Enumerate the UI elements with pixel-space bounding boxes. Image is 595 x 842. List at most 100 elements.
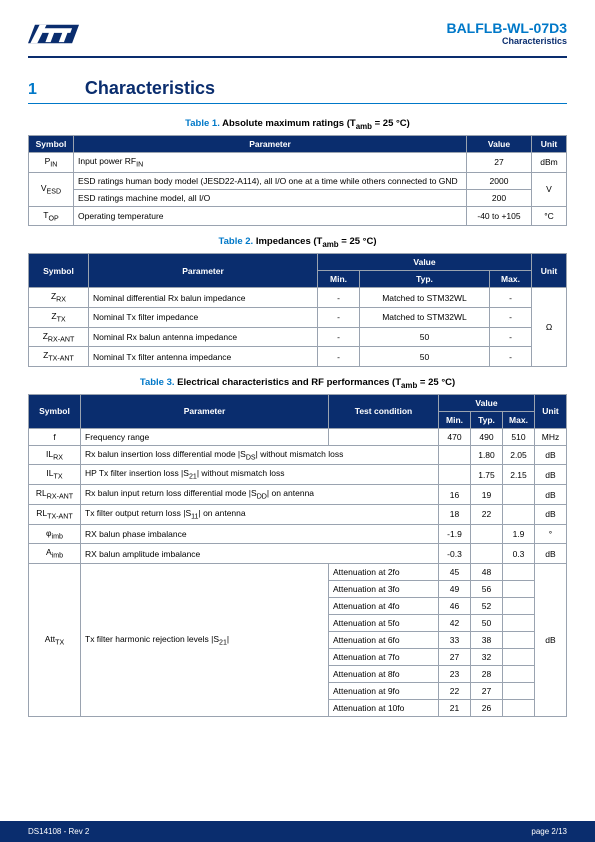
t3-h-unit: Unit — [535, 394, 567, 428]
t3-typ: 52 — [471, 597, 503, 614]
t3-tc: Attenuation at 7fo — [329, 648, 439, 665]
t2-sym: ZRX-ANT — [29, 327, 89, 347]
t1-sym: VESD — [29, 172, 74, 206]
t1-val: 200 — [467, 189, 532, 206]
t3-tc: Attenuation at 5fo — [329, 614, 439, 631]
t3-max: 2.05 — [503, 445, 535, 465]
t3-h-min: Min. — [439, 411, 471, 428]
t3-min: 21 — [439, 699, 471, 716]
t3-sym: ILRX — [29, 445, 81, 465]
t3-unit: dB — [535, 445, 567, 465]
t3-min: 33 — [439, 631, 471, 648]
doc-subtitle: Characteristics — [446, 36, 567, 46]
table2-caption: Table 2. Impedances (Tamb = 25 °C) — [28, 236, 567, 249]
t3-min: 27 — [439, 648, 471, 665]
t2-max: - — [490, 327, 532, 347]
section-heading: 1 Characteristics — [28, 78, 567, 104]
t3-typ: 1.75 — [471, 465, 503, 485]
table2-caption-tail: = 25 °C) — [339, 236, 377, 247]
t3-sym: RLRX-ANT — [29, 485, 81, 505]
t3-tc: Attenuation at 4fo — [329, 597, 439, 614]
t1-val: 2000 — [467, 172, 532, 189]
table2-caption-sub: amb — [322, 240, 338, 249]
t1-h-unit: Unit — [532, 135, 567, 152]
t2-h-max: Max. — [490, 271, 532, 288]
table1-caption-text: Absolute maximum ratings (T — [222, 118, 356, 129]
t3-max — [503, 648, 535, 665]
table-row: ZRX-ANT Nominal Rx balun antenna impedan… — [29, 327, 567, 347]
t3-typ: 32 — [471, 648, 503, 665]
t2-min: - — [318, 327, 360, 347]
table1-caption-sub: amb — [356, 122, 372, 131]
table-row: ZTX-ANT Nominal Tx filter antenna impeda… — [29, 347, 567, 367]
t3-param: HP Tx filter insertion loss |S21| withou… — [81, 465, 439, 485]
t3-unit: dB — [535, 504, 567, 524]
t1-sym: PIN — [29, 152, 74, 172]
t3-min — [439, 445, 471, 465]
t3-param: Frequency range — [81, 428, 329, 445]
t3-max: 1.9 — [503, 524, 535, 544]
t3-typ: 38 — [471, 631, 503, 648]
t3-unit: MHz — [535, 428, 567, 445]
t3-sym: Aimb — [29, 544, 81, 564]
t3-typ: 27 — [471, 682, 503, 699]
t3-typ: 50 — [471, 614, 503, 631]
t2-h-typ: Typ. — [360, 271, 490, 288]
t3-max — [503, 597, 535, 614]
t1-param: Operating temperature — [74, 206, 467, 226]
t3-min: 18 — [439, 504, 471, 524]
t3-param: Tx filter harmonic rejection levels |S21… — [81, 563, 329, 716]
t3-min: 42 — [439, 614, 471, 631]
t3-tc: Attenuation at 3fo — [329, 580, 439, 597]
t2-param: Nominal Tx filter antenna impedance — [89, 347, 318, 367]
table1-ref: Table 1. — [185, 118, 220, 129]
section-title: Characteristics — [85, 78, 215, 99]
table-row: fFrequency range470490510MHz — [29, 428, 567, 445]
table-row: ESD ratings machine model, all I/O 200 — [29, 189, 567, 206]
t3-typ: 490 — [471, 428, 503, 445]
table-row: ILRXRx balun insertion loss differential… — [29, 445, 567, 465]
t3-unit: ° — [535, 524, 567, 544]
table-row: RLRX-ANTRx balun input return loss diffe… — [29, 485, 567, 505]
table2: Symbol Parameter Value Unit Min. Typ. Ma… — [28, 253, 567, 367]
t3-max — [503, 504, 535, 524]
t3-param: Rx balun insertion loss differential mod… — [81, 445, 439, 465]
t3-max — [503, 682, 535, 699]
table-row: PIN Input power RFIN 27 dBm — [29, 152, 567, 172]
t1-sym: TOP — [29, 206, 74, 226]
table-row: AttTXTx filter harmonic rejection levels… — [29, 563, 567, 580]
t1-unit: °C — [532, 206, 567, 226]
t3-min: 46 — [439, 597, 471, 614]
t2-h-value: Value — [318, 254, 532, 271]
t3-typ: 26 — [471, 699, 503, 716]
t3-max: 0.3 — [503, 544, 535, 564]
t3-h-sym: Symbol — [29, 394, 81, 428]
t3-min: 22 — [439, 682, 471, 699]
table3-ref: Table 3. — [140, 377, 175, 388]
section-number: 1 — [28, 81, 37, 99]
t1-unit: V — [532, 172, 567, 206]
t3-min: -0.3 — [439, 544, 471, 564]
t3-min: 45 — [439, 563, 471, 580]
t3-max: 2.15 — [503, 465, 535, 485]
t3-min — [439, 465, 471, 485]
table1-caption-tail: = 25 °C) — [372, 118, 410, 129]
t3-tc: Attenuation at 9fo — [329, 682, 439, 699]
t3-min: 16 — [439, 485, 471, 505]
t1-param: ESD ratings machine model, all I/O — [74, 189, 467, 206]
table1-caption: Table 1. Absolute maximum ratings (Tamb … — [28, 118, 567, 131]
t3-sym: RLTX-ANT — [29, 504, 81, 524]
t2-param: Nominal differential Rx balun impedance — [89, 288, 318, 308]
t1-val: -40 to +105 — [467, 206, 532, 226]
t3-max — [503, 485, 535, 505]
t3-h-max: Max. — [503, 411, 535, 428]
st-logo — [28, 20, 86, 48]
t1-val: 27 — [467, 152, 532, 172]
t3-h-param: Parameter — [81, 394, 329, 428]
t2-typ: Matched to STM32WL — [360, 307, 490, 327]
t2-typ: Matched to STM32WL — [360, 288, 490, 308]
t3-unit: dB — [535, 544, 567, 564]
t1-h-param: Parameter — [74, 135, 467, 152]
t2-min: - — [318, 288, 360, 308]
table3-caption: Table 3. Electrical characteristics and … — [28, 377, 567, 390]
